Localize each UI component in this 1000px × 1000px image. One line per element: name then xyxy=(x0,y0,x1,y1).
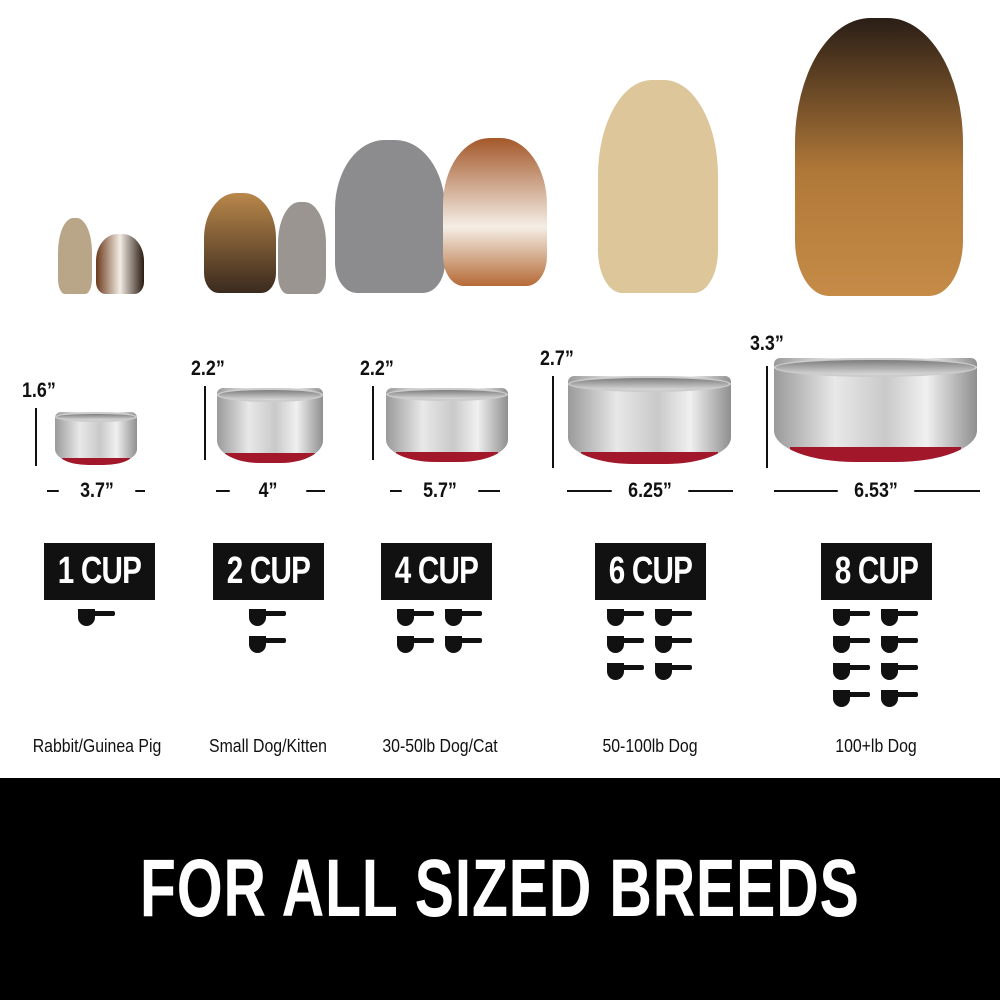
yorkie-image xyxy=(204,193,276,293)
width-label: 3.7” xyxy=(58,479,136,503)
capacity-text: 6 CUP xyxy=(608,550,693,592)
measuring-scoop-icon xyxy=(249,635,287,654)
height-label: 2.2” xyxy=(191,357,225,380)
scoop-group xyxy=(833,608,919,708)
width-label: 6.25” xyxy=(611,479,689,503)
capacity-badge: 8 CUP xyxy=(821,543,932,600)
capacity-text: 1 CUP xyxy=(57,550,142,592)
measuring-scoop-icon xyxy=(881,635,919,654)
measuring-scoop-icon xyxy=(833,635,871,654)
scoop-group xyxy=(397,608,483,654)
scoop-group xyxy=(249,608,287,654)
breed-label: Rabbit/Guinea Pig xyxy=(32,736,162,756)
measuring-scoop-icon xyxy=(881,608,919,627)
capacity-badge: 1 CUP xyxy=(44,543,155,600)
banner-text: FOR ALL SIZED BREEDS xyxy=(140,843,860,934)
bowl-image xyxy=(217,388,323,463)
breed-label: 30-50lb Dog/Cat xyxy=(382,736,498,756)
scoop-group xyxy=(78,608,116,627)
breed-label: Small Dog/Kitten xyxy=(209,736,327,756)
breed-label: 50-100lb Dog xyxy=(602,736,698,756)
capacity-badge: 2 CUP xyxy=(213,543,324,600)
bowl-image xyxy=(774,358,977,462)
capacity-badge: 6 CUP xyxy=(595,543,706,600)
measuring-scoop-icon xyxy=(397,608,435,627)
gray-cat-image xyxy=(335,140,445,293)
measuring-scoop-icon xyxy=(607,608,645,627)
bowl-image xyxy=(55,412,137,465)
measuring-scoop-icon xyxy=(655,635,693,654)
width-label: 4” xyxy=(229,479,307,503)
height-label: 2.2” xyxy=(360,357,394,380)
height-line xyxy=(372,386,374,460)
guinea-pig-image xyxy=(96,234,144,294)
height-line xyxy=(766,366,768,468)
golden-retriever-image xyxy=(598,80,718,293)
kitten-image xyxy=(278,202,326,294)
measuring-scoop-icon xyxy=(655,608,693,627)
height-line xyxy=(35,408,37,466)
height-line xyxy=(552,376,554,468)
measuring-scoop-icon xyxy=(78,608,116,627)
bowl-image xyxy=(568,376,731,464)
measuring-scoop-icon xyxy=(833,608,871,627)
width-label: 5.7” xyxy=(401,479,479,503)
rabbit-image xyxy=(58,218,92,294)
measuring-scoop-icon xyxy=(833,662,871,681)
height-line xyxy=(204,386,206,460)
measuring-scoop-icon xyxy=(833,689,871,708)
banner: FOR ALL SIZED BREEDS xyxy=(0,778,1000,1000)
measuring-scoop-icon xyxy=(445,608,483,627)
capacity-text: 8 CUP xyxy=(834,550,919,592)
measuring-scoop-icon xyxy=(881,662,919,681)
measuring-scoop-icon xyxy=(655,662,693,681)
capacity-text: 2 CUP xyxy=(226,550,311,592)
german-shepherd-image xyxy=(795,18,963,296)
measuring-scoop-icon xyxy=(397,635,435,654)
height-label: 2.7” xyxy=(540,347,574,370)
measuring-scoop-icon xyxy=(445,635,483,654)
measuring-scoop-icon xyxy=(249,608,287,627)
capacity-badge: 4 CUP xyxy=(381,543,492,600)
bowl-image xyxy=(386,388,508,462)
capacity-text: 4 CUP xyxy=(394,550,479,592)
havanese-dog-image xyxy=(443,138,547,286)
height-label: 3.3” xyxy=(750,332,784,355)
height-label: 1.6” xyxy=(22,379,56,402)
measuring-scoop-icon xyxy=(607,662,645,681)
width-label: 6.53” xyxy=(837,479,915,503)
measuring-scoop-icon xyxy=(607,635,645,654)
scoop-group xyxy=(607,608,693,681)
measuring-scoop-icon xyxy=(881,689,919,708)
breed-label: 100+lb Dog xyxy=(835,736,917,756)
